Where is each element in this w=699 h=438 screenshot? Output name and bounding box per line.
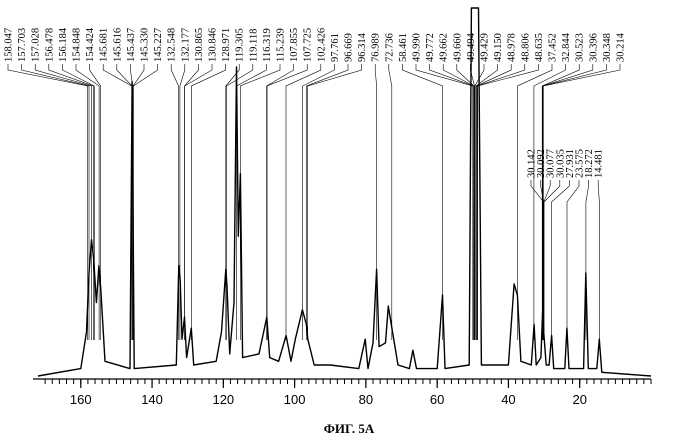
peak-label: 145.681 [99, 28, 110, 62]
peak-label: 157.028 [31, 28, 42, 62]
peak-label: 145.227 [153, 28, 164, 62]
peak-label: 128.971 [221, 28, 232, 62]
peak-label: 115.239 [276, 28, 287, 62]
peak-leader-line [191, 64, 225, 340]
peak-label: 96.314 [357, 32, 368, 62]
peak-label-group: 158.047157.703157.028156.478156.184154.8… [4, 27, 627, 178]
peak-label: 58.461 [398, 33, 409, 62]
x-tick-label: 60 [430, 392, 444, 407]
peak-label: 72.736 [384, 33, 395, 62]
peak-label: 30.214 [616, 32, 627, 62]
peak-label: 154.848 [72, 28, 83, 62]
peak-label: 37.452 [548, 33, 559, 62]
peak-leader-line [117, 64, 132, 340]
peak-leader-line [389, 64, 392, 340]
figure-caption: ФИГ. 5A [324, 421, 375, 436]
peak-label: 76.989 [371, 33, 382, 62]
peak-label: 49.772 [425, 33, 436, 62]
peak-label: 154.424 [85, 27, 96, 62]
peak-label: 49.150 [493, 33, 504, 62]
peak-label: 49.990 [412, 33, 423, 62]
peak-leader-line [476, 64, 511, 340]
peak-leader-line [543, 64, 620, 340]
x-tick-label: 140 [141, 392, 163, 407]
peak-label: 32.844 [561, 32, 572, 62]
peak-label: 119.118 [248, 29, 259, 62]
peak-leader-line [543, 64, 607, 340]
peak-leader-line [478, 64, 539, 340]
peak-label: 130.846 [208, 28, 219, 62]
peak-leader-line [416, 64, 473, 340]
peak-label: 30.396 [588, 33, 599, 62]
peak-label: 14.481 [594, 149, 605, 178]
x-tick-label: 20 [572, 392, 586, 407]
peak-leader-line [544, 180, 560, 340]
peak-leader-line [308, 64, 362, 340]
peak-leader-line [567, 180, 579, 340]
peak-label: 48.806 [520, 33, 531, 62]
peak-label: 49.660 [452, 33, 463, 62]
peak-leader-line [307, 64, 349, 340]
peak-leader-lines [8, 64, 620, 340]
peak-label: 130.865 [194, 28, 205, 62]
peak-label: 48.635 [534, 33, 545, 62]
peak-leader-line [534, 64, 566, 340]
x-axis-minor-ticks [45, 379, 651, 384]
x-tick-label: 100 [284, 392, 306, 407]
peak-label: 156.478 [44, 28, 55, 62]
x-tick-label: 40 [501, 392, 515, 407]
peak-label: 116.319 [262, 28, 273, 62]
peak-leader-line [267, 64, 307, 340]
x-tick-label: 80 [359, 392, 373, 407]
x-tick-label: 160 [70, 392, 92, 407]
peak-label: 119.305 [235, 28, 246, 62]
peak-leader-line [185, 64, 212, 340]
peak-label: 156.184 [58, 27, 69, 62]
peak-leader-line [531, 180, 544, 340]
peak-leader-line [286, 64, 321, 340]
peak-leader-line [518, 64, 553, 340]
peak-label: 145.437 [126, 28, 137, 62]
peak-leader-line [240, 64, 280, 340]
peak-label: 107.855 [289, 28, 300, 62]
peak-label: 102.426 [316, 28, 327, 62]
peak-label: 145.330 [140, 28, 151, 62]
peak-leader-line [8, 64, 88, 340]
peak-leader-line [103, 64, 132, 340]
peak-label: 158.047 [4, 28, 15, 62]
peak-leader-line [49, 64, 94, 340]
peak-label: 97.761 [330, 33, 341, 62]
peak-leader-line [133, 64, 144, 340]
x-axis-major-ticks: 160 140 120 100 80 60 40 20 [70, 379, 587, 407]
peak-label: 30.523 [575, 33, 586, 62]
peak-leader-line [542, 64, 579, 340]
peak-leader-line [35, 64, 91, 340]
x-tick-label: 120 [212, 392, 234, 407]
peak-leader-line [402, 64, 442, 340]
peak-label: 48.978 [507, 33, 518, 62]
peak-label: 49.429 [480, 33, 491, 62]
peak-label: 49.662 [439, 33, 450, 62]
peak-label: 132.177 [180, 28, 191, 62]
peak-label: 132.548 [167, 28, 178, 62]
peak-label: 145.616 [112, 28, 123, 62]
peak-leader-line [544, 180, 550, 340]
peak-label: 157.703 [17, 28, 28, 62]
peak-leader-line [303, 64, 335, 340]
spectrum-line [38, 8, 651, 376]
peak-leader-line [133, 64, 157, 340]
peak-leader-line [430, 64, 474, 340]
peak-leader-line [62, 64, 94, 340]
peak-leader-line [598, 180, 599, 340]
peak-leader-line [267, 64, 294, 340]
peak-label: 30.348 [602, 33, 613, 62]
peak-leader-line [22, 64, 89, 340]
peak-label: 96.669 [344, 33, 355, 62]
peak-label: 107.725 [303, 28, 314, 62]
